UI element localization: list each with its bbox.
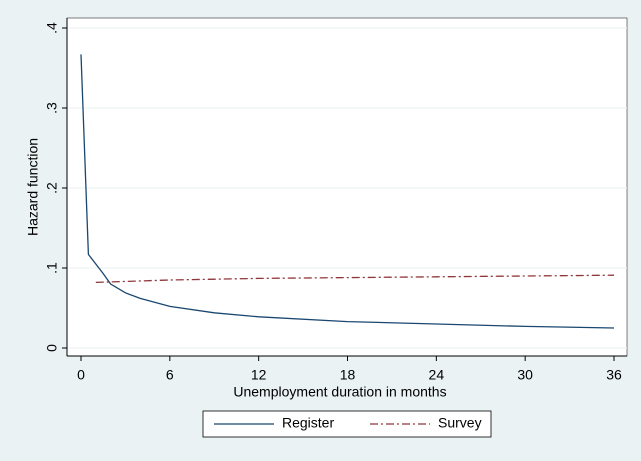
x-tick-label: 36 <box>606 367 622 383</box>
x-tick-label: 24 <box>429 367 445 383</box>
y-tick-label: .2 <box>44 182 60 194</box>
legend-label: Register <box>282 415 334 431</box>
y-tick-label: .1 <box>44 262 60 274</box>
x-tick-label: 18 <box>340 367 356 383</box>
x-tick-label: 12 <box>251 367 267 383</box>
x-tick-label: 30 <box>517 367 533 383</box>
plot-area <box>66 17 628 357</box>
y-tick-label: .3 <box>44 102 60 114</box>
line-series <box>80 54 615 329</box>
y-tick-label: .4 <box>44 22 60 34</box>
y-axis-title: Hazard function <box>25 138 41 236</box>
y-tick-label: 0 <box>44 344 60 352</box>
x-axis-title: Unemployment duration in months <box>233 384 446 400</box>
legend-label: Survey <box>438 415 482 431</box>
x-tick-label: 6 <box>166 367 174 383</box>
line-series <box>95 274 615 284</box>
x-tick-label: 0 <box>77 367 85 383</box>
